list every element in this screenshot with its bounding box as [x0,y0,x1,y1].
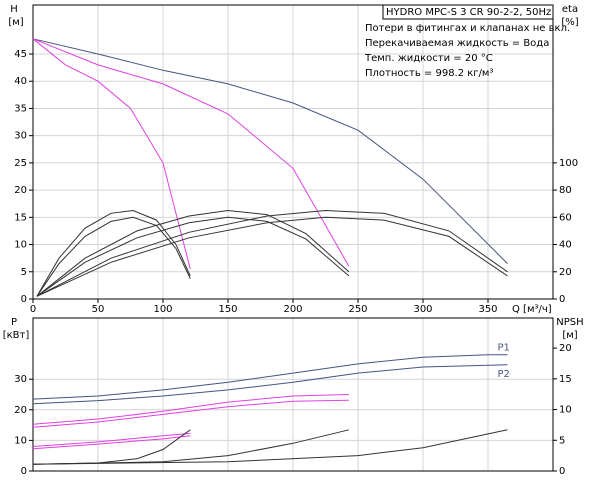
x-tick-label: 150 [218,304,237,315]
chart-note: Плотность = 998.2 кг/м³ [365,68,494,79]
curve [32,399,349,428]
y-tick-label: 10 [14,240,27,251]
x-tick-label: 200 [283,304,302,315]
y-tick-label: 10 [14,435,27,446]
y2-axis-label: NPSH [556,317,583,328]
y2-tick-label: 40 [559,240,572,251]
curve [36,216,191,297]
plot-frame [32,317,554,472]
y2-tick-label: 0 [559,294,565,305]
x-tick-label: 250 [348,304,367,315]
y-tick-label: 20 [14,405,27,416]
series-label: P1 [498,343,510,354]
y-tick-label: 25 [14,158,27,169]
curve [36,209,350,297]
y2-tick-label: 0 [559,466,565,477]
y-axis-label: H [10,4,18,15]
y-tick-label: 40 [14,76,27,87]
curve [32,429,350,465]
x-tick-label: 300 [413,304,432,315]
curve [36,216,508,297]
curve [32,364,508,405]
y-tick-label: 15 [14,212,27,223]
y-tick-label: 0 [21,294,27,305]
curve [32,38,350,267]
curve [36,216,350,297]
curve [36,209,508,297]
x-tick-label: 350 [478,304,497,315]
y2-tick-label: 10 [559,405,572,416]
chart-note: Темп. жидкости = 20 °C [364,53,493,64]
y2-tick-label: 80 [559,185,572,196]
y-tick-label: 0 [21,466,27,477]
curve [32,38,508,264]
chart-title: HYDRO MPC-S 3 CR 90-2-2, 50Hz [386,7,551,18]
y2-axis-unit: [%] [561,17,578,28]
y2-tick-label: 20 [559,267,572,278]
y2-tick-label: 20 [559,343,572,354]
y2-axis-label: eta [562,4,578,15]
x-tick-label: 100 [153,304,172,315]
y-tick-label: 20 [14,185,27,196]
y-axis-label: P [11,317,17,328]
chart-note: Потери в фитингах и клапанах не вкл. [365,23,570,34]
y-axis-unit: [м] [8,17,23,28]
y-tick-label: 45 [14,49,27,60]
curve [32,354,508,400]
curve [32,394,349,425]
y-tick-label: 35 [14,103,27,114]
y-tick-label: 30 [14,131,27,142]
x-axis-label: Q [м³/ч] [512,304,552,315]
y2-tick-label: 100 [559,158,578,169]
title-box [382,4,554,20]
y-axis-unit: [кВт] [3,330,30,341]
curve [32,432,191,447]
x-tick-label: 50 [92,304,105,315]
y-tick-label: 5 [21,267,27,278]
y-tick-label: 30 [14,374,27,385]
curve [36,209,191,297]
y2-axis-unit: [м] [562,330,577,341]
series-label: P2 [498,369,510,380]
curve [32,429,508,465]
y2-tick-label: 5 [559,435,565,446]
y2-tick-label: 60 [559,212,572,223]
y2-tick-label: 15 [559,374,572,385]
curve [32,38,191,270]
chart-note: Перекачиваемая жидкость = Вода [365,38,549,49]
x-tick-label: 0 [30,304,36,315]
curve [32,435,191,450]
